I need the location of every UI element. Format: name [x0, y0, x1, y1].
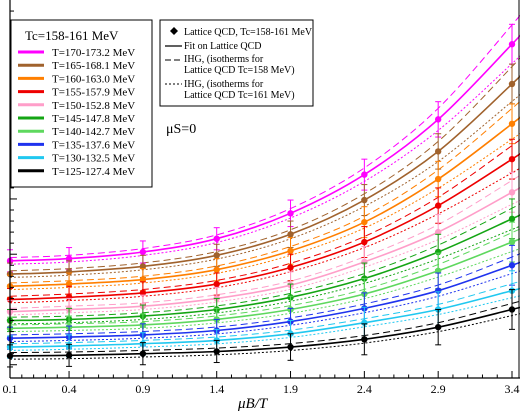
legend-left-label-6: T=140-142.7 MeV: [52, 126, 135, 138]
x-tick-label: 0.1: [3, 382, 18, 396]
series-1-point-7: [508, 63, 516, 105]
series-5-ihg-158-curve: [9, 203, 520, 318]
data-point: [361, 196, 368, 204]
legend-left-label-1: T=165-168.1 MeV: [52, 60, 135, 72]
data-point: [434, 202, 442, 209]
series-0-ihg-161-curve: [9, 55, 520, 265]
legend-left-label-9: T=125-127.4 MeV: [52, 166, 135, 178]
data-point: [434, 267, 442, 274]
x-tick-label: 0.9: [135, 382, 150, 396]
data-point: [434, 228, 442, 236]
legend-right: Lattice QCD, Tc=158-161 MeV Fit on Latti…: [159, 19, 314, 107]
data-point: [139, 248, 147, 256]
data-point: [361, 171, 368, 178]
data-point: [139, 350, 147, 357]
data-point: [65, 255, 73, 262]
data-point: [508, 41, 516, 48]
annotation-mu-s: μS=0: [166, 122, 196, 137]
series-6-fit-curve: [9, 237, 520, 330]
legend-diamond-marker: [170, 27, 178, 35]
x-tick-label: 3.4: [505, 382, 520, 396]
data-point: [434, 175, 442, 183]
data-point: [213, 252, 220, 259]
legend-left-label-5: T=145-147.8 MeV: [52, 113, 135, 125]
data-point: [213, 235, 220, 242]
data-point: [508, 189, 516, 196]
legend-right-label-1: Fit on Lattice QCD: [184, 41, 262, 52]
data-point: [139, 263, 147, 270]
series-9-point-6: [434, 308, 442, 346]
legend-right-box: [159, 19, 314, 107]
series-0-point-7: [508, 23, 516, 65]
series-4-ihg-158-curve: [9, 174, 520, 309]
data-point: [508, 120, 516, 127]
series-1-ihg-158-curve: [9, 57, 520, 272]
x-tick-label: 1.9: [283, 382, 298, 396]
data-point: [361, 238, 368, 246]
legend-right-label-3: IHG, (isotherms for: [184, 79, 264, 90]
legend-left-label-8: T=130-132.5 MeV: [52, 153, 135, 165]
legend-left-label-4: T=150-152.8 MeV: [52, 100, 135, 112]
series-2-point-3: [213, 258, 220, 282]
data-point: [508, 215, 516, 223]
data-point: [361, 336, 368, 343]
series-9-point-4: [287, 333, 294, 361]
data-point: [65, 352, 73, 359]
x-tick-label: 1.4: [209, 382, 224, 396]
legend-left-label-3: T=155-157.9 MeV: [52, 87, 135, 99]
legend-left-label-7: T=135-137.6 MeV: [52, 139, 135, 151]
data-point: [139, 289, 147, 297]
data-point: [508, 155, 516, 163]
series-1-fit-curve: [9, 75, 520, 275]
series-6-point-7: [508, 221, 516, 263]
legend-right-label-3b: Lattice QCD Tc=161 MeV): [184, 90, 295, 101]
data-point: [434, 148, 442, 155]
x-tick-label: 2.9: [431, 382, 446, 396]
x-axis-label: μB/T: [237, 396, 269, 412]
data-point: [213, 348, 220, 355]
data-point: [139, 276, 147, 283]
data-point: [508, 80, 516, 88]
legend-left-label-2: T=160-163.0 MeV: [52, 73, 135, 85]
legend-left: Tc=158-161 MeV T=170-173.2 MeVT=165-168.…: [10, 19, 153, 188]
data-point: [287, 231, 294, 238]
series-9-point-3: [213, 339, 220, 364]
x-tick-label: 2.4: [357, 382, 372, 396]
series-5-fit-curve: [9, 214, 520, 322]
data-point: [361, 218, 368, 226]
data-point: [434, 323, 442, 331]
series-8-ihg-158-curve: [9, 280, 520, 345]
series-9-point-2: [139, 342, 147, 366]
series-9-point-5: [361, 323, 368, 356]
data-point: [213, 280, 220, 288]
axes-layer: 0.1 0.4 0.9 1.4 1.9 2.4 2.9 3.4: [3, 0, 520, 396]
series-3-ihg-161-curve: [9, 167, 520, 304]
legend-right-label-2: IHG, (isotherms for: [184, 54, 264, 65]
series-3-ihg-158-curve: [9, 139, 520, 297]
legend-right-label-2b: Lattice QCD Tc=158 MeV): [184, 65, 295, 76]
series-2-ihg-158-curve: [9, 100, 520, 284]
legend-left-label-0: T=170-173.2 MeV: [52, 47, 135, 59]
data-point: [65, 280, 73, 288]
data-point: [508, 306, 516, 313]
legend-left-title: Tc=158-161 MeV: [25, 28, 119, 43]
data-point: [287, 247, 294, 255]
data-point: [508, 238, 516, 246]
data-point: [287, 264, 294, 271]
legend-right-label-0: Lattice QCD, Tc=158-161 MeV: [184, 27, 313, 38]
series-9-point-7: [508, 289, 516, 330]
data-point: [287, 210, 294, 217]
data-point: [508, 262, 516, 269]
series-2-ihg-161-curve: [9, 133, 520, 291]
series-0-ihg-158-curve: [9, 14, 520, 258]
data-point: [434, 116, 442, 123]
data-point: [213, 266, 220, 273]
series-9-point-1: [65, 343, 73, 367]
series-0-fit-curve: [9, 34, 520, 262]
x-tick-label: 0.4: [62, 382, 77, 396]
series-0-point-6: [434, 101, 442, 138]
data-point: [287, 343, 294, 351]
